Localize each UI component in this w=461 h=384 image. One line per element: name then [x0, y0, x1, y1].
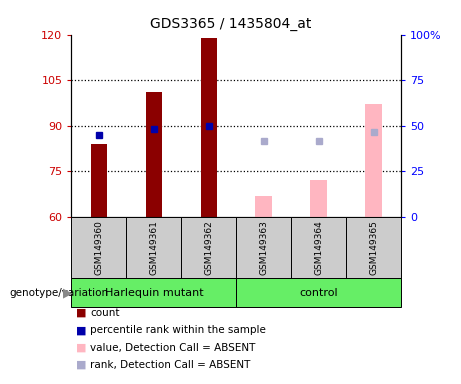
Bar	[71, 278, 236, 307]
Bar	[236, 217, 291, 278]
Bar	[201, 38, 217, 217]
Bar	[181, 217, 236, 278]
Bar	[255, 196, 272, 217]
Text: ■: ■	[76, 325, 87, 335]
Text: GSM149364: GSM149364	[314, 220, 323, 275]
Bar	[366, 104, 382, 217]
Bar	[310, 180, 327, 217]
Text: GDS3365 / 1435804_at: GDS3365 / 1435804_at	[150, 17, 311, 31]
Bar	[291, 217, 346, 278]
Text: control: control	[299, 288, 338, 298]
Text: GSM149360: GSM149360	[95, 220, 103, 275]
Bar	[91, 144, 107, 217]
Text: ■: ■	[76, 360, 87, 370]
Text: percentile rank within the sample: percentile rank within the sample	[90, 325, 266, 335]
Text: count: count	[90, 308, 119, 318]
Text: ■: ■	[76, 343, 87, 353]
Text: ▶: ▶	[64, 286, 73, 299]
Bar	[346, 217, 401, 278]
Bar	[236, 278, 401, 307]
Text: GSM149363: GSM149363	[259, 220, 268, 275]
Text: GSM149361: GSM149361	[149, 220, 159, 275]
Bar	[126, 217, 181, 278]
Bar	[146, 92, 162, 217]
Bar	[71, 217, 126, 278]
Text: Harlequin mutant: Harlequin mutant	[105, 288, 203, 298]
Text: value, Detection Call = ABSENT: value, Detection Call = ABSENT	[90, 343, 255, 353]
Text: GSM149362: GSM149362	[204, 220, 213, 275]
Text: GSM149365: GSM149365	[369, 220, 378, 275]
Text: genotype/variation: genotype/variation	[9, 288, 108, 298]
Text: rank, Detection Call = ABSENT: rank, Detection Call = ABSENT	[90, 360, 250, 370]
Text: ■: ■	[76, 308, 87, 318]
